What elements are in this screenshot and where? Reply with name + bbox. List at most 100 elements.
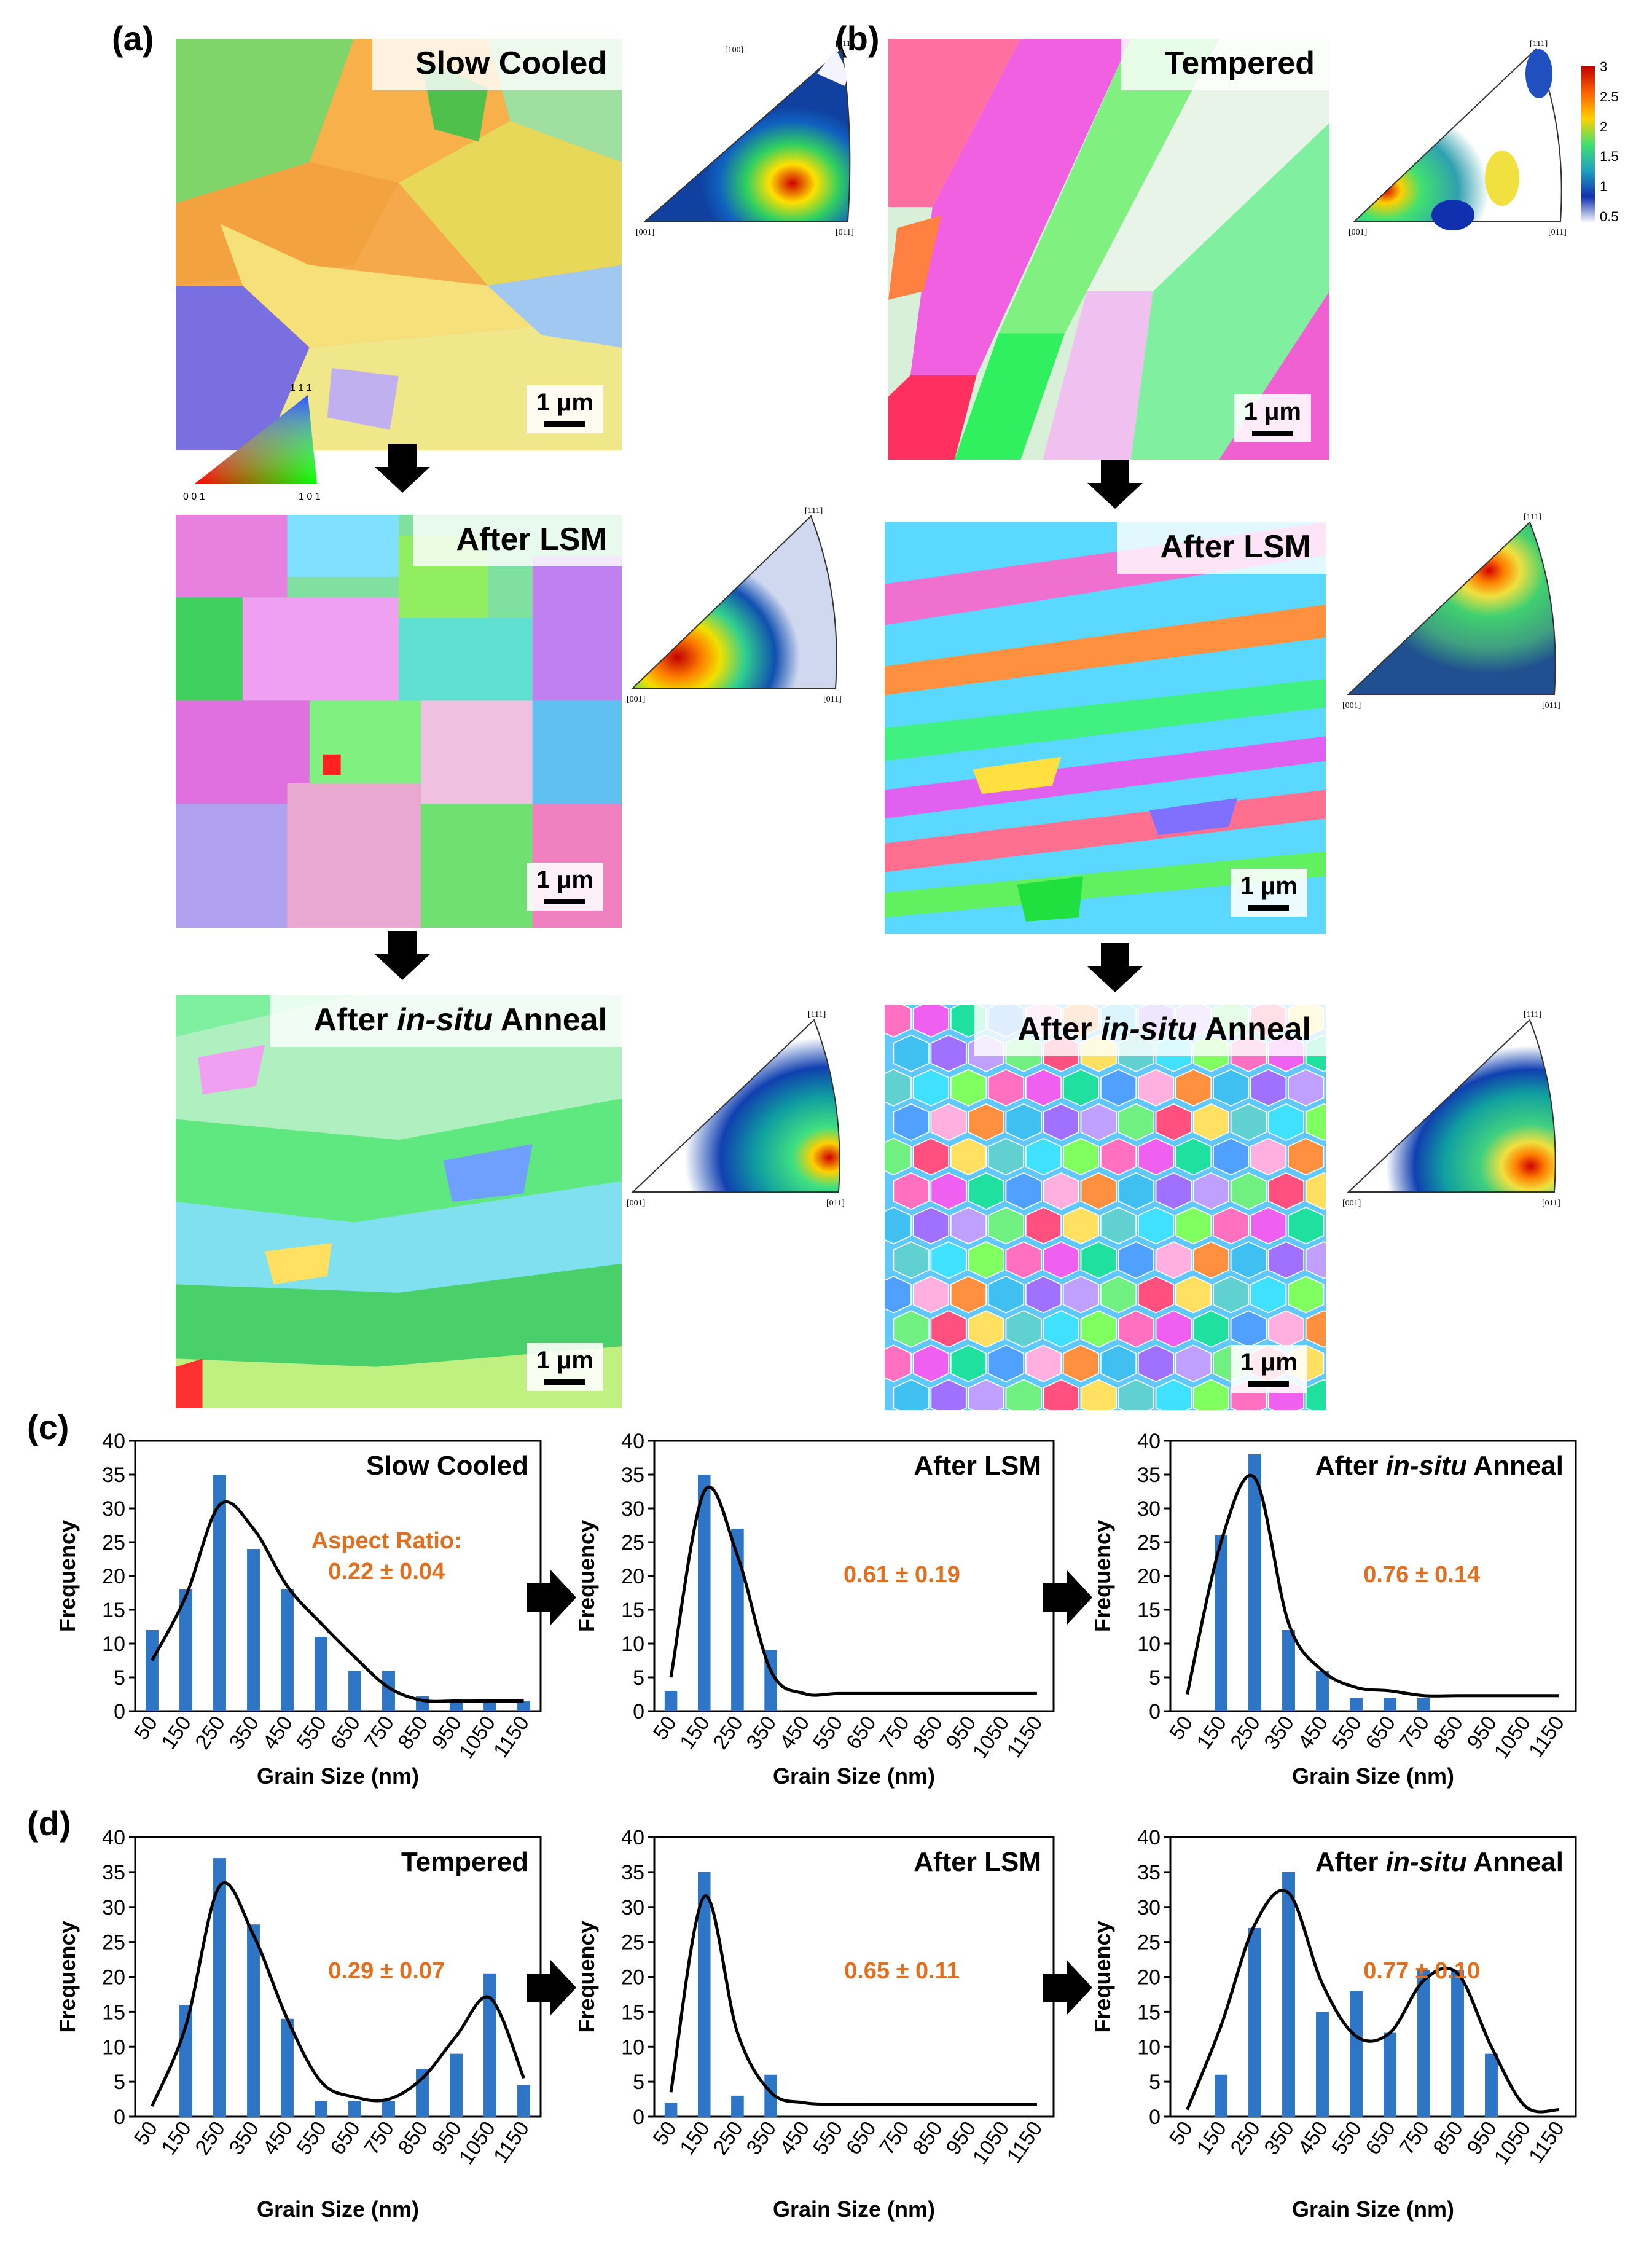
grain bbox=[1175, 1344, 1212, 1382]
ebsd-map-texture bbox=[888, 39, 1329, 460]
y-tick-label: 15 bbox=[102, 1599, 125, 1622]
x-tick-label: 250 bbox=[190, 1712, 230, 1754]
histogram-tempered: 0510152025303540501502503504505506507508… bbox=[55, 1826, 542, 2222]
x-tick-label: 1150 bbox=[1002, 2117, 1047, 2168]
grain bbox=[1213, 1137, 1250, 1176]
colorbar-tick-label: 2 bbox=[1600, 119, 1608, 135]
grain bbox=[1137, 1068, 1175, 1107]
ebsd-map-a-after-anneal: After in-situ Anneal 1 μm bbox=[176, 995, 622, 1408]
x-tick-label: 1050 bbox=[455, 2117, 501, 2169]
histogram-bar bbox=[315, 1637, 327, 1711]
grain bbox=[1305, 1172, 1326, 1210]
grain bbox=[1025, 1137, 1062, 1176]
y-tick-label: 30 bbox=[102, 1896, 125, 1919]
fit-curve bbox=[669, 1485, 1037, 1697]
y-tick-label: 25 bbox=[621, 1531, 644, 1554]
grain bbox=[912, 1344, 950, 1382]
x-tick-label: 150 bbox=[675, 2117, 714, 2159]
grain bbox=[1192, 1241, 1229, 1279]
grain bbox=[950, 1137, 987, 1176]
histogram-bar bbox=[1485, 2053, 1498, 2117]
scale-bar: 1 μm bbox=[1234, 394, 1311, 442]
pole-figure-a-bot: [111] [001] [011] bbox=[627, 1010, 845, 1208]
ebsd-map-texture bbox=[885, 522, 1326, 922]
grain bbox=[1175, 1137, 1212, 1176]
y-tick-label: 40 bbox=[1137, 1430, 1161, 1453]
grain bbox=[1267, 1172, 1304, 1210]
svg-text:[011]: [011] bbox=[826, 1199, 845, 1208]
grain bbox=[1175, 1068, 1212, 1107]
ebsd-map-b-after-lsm: After LSM 1 μm bbox=[885, 522, 1326, 934]
pole-figure-b-mid: [111] [001] [011] bbox=[1342, 512, 1560, 710]
histogram-bar bbox=[1451, 1970, 1464, 2117]
ebsd-map-tempered: Tempered 1 μm bbox=[888, 39, 1329, 460]
grain bbox=[1155, 1103, 1192, 1142]
x-tick-label: 250 bbox=[708, 1712, 748, 1754]
histogram-bar bbox=[1215, 2074, 1227, 2117]
y-tick-label: 0 bbox=[114, 2106, 125, 2129]
histogram-a-after-anneal: 0510152025303540501502503504505506507508… bbox=[1090, 1430, 1577, 1789]
grain bbox=[1118, 1103, 1154, 1142]
svg-text:[011]: [011] bbox=[1542, 1199, 1560, 1208]
fit-curve bbox=[669, 1894, 1037, 2106]
y-tick-label: 40 bbox=[621, 1430, 644, 1453]
scale-bar: 1 μm bbox=[526, 1343, 603, 1391]
x-tick-label: 350 bbox=[742, 1712, 781, 1754]
grain bbox=[930, 1310, 967, 1348]
svg-text:[111]: [111] bbox=[808, 1010, 826, 1019]
grain bbox=[1155, 1379, 1192, 1410]
grain bbox=[930, 1172, 967, 1210]
grain bbox=[885, 1207, 912, 1245]
grain bbox=[950, 1068, 987, 1107]
x-tick-label: 1050 bbox=[455, 1712, 501, 1763]
x-tick-label: 150 bbox=[675, 1712, 714, 1754]
x-tick-label: 550 bbox=[292, 1712, 331, 1754]
grain bbox=[1213, 1068, 1250, 1107]
x-tick-label: 1050 bbox=[1490, 2117, 1536, 2169]
y-tick-label: 35 bbox=[102, 1861, 125, 1884]
down-arrow-icon bbox=[1087, 943, 1143, 992]
y-tick-label: 10 bbox=[621, 1633, 644, 1656]
histogram-bar bbox=[1316, 2012, 1329, 2117]
grain bbox=[1137, 1276, 1175, 1314]
grain bbox=[987, 1344, 1025, 1382]
svg-text:[111]: [111] bbox=[836, 39, 853, 49]
svg-text:[111]: [111] bbox=[1524, 1010, 1541, 1019]
histogram-bar bbox=[764, 2074, 777, 2117]
chart-title: Slow Cooled bbox=[366, 1451, 528, 1481]
x-tick-label: 750 bbox=[875, 2117, 914, 2159]
y-tick-label: 25 bbox=[102, 1531, 125, 1554]
histogram-bar bbox=[213, 1475, 226, 1711]
pole-figure-a-top: [100] [111] [001] [011] bbox=[636, 39, 854, 237]
x-tick-label: 150 bbox=[1192, 1712, 1231, 1754]
colorbar-tick-label: 1.5 bbox=[1600, 149, 1619, 165]
grain bbox=[1005, 1103, 1042, 1142]
grain bbox=[1137, 1137, 1175, 1176]
grain bbox=[885, 1344, 912, 1382]
ipf-key-right-label: 1 0 1 bbox=[299, 492, 321, 502]
grain bbox=[1062, 1068, 1100, 1107]
down-arrow-icon bbox=[1087, 460, 1143, 509]
scale-bar: 1 μm bbox=[526, 385, 603, 433]
x-tick-label: 150 bbox=[157, 1712, 196, 1754]
y-tick-label: 30 bbox=[1137, 1896, 1161, 1919]
y-tick-label: 40 bbox=[102, 1826, 125, 1849]
histogram-bar bbox=[1248, 1927, 1261, 2117]
right-arrow-icon bbox=[527, 1570, 576, 1625]
svg-text:[001]: [001] bbox=[627, 695, 645, 704]
grain bbox=[987, 1276, 1025, 1314]
histogram-bar bbox=[664, 1691, 678, 1711]
grain bbox=[1288, 1276, 1325, 1314]
histogram-bar bbox=[1384, 1698, 1396, 1711]
y-axis-label: Frequency bbox=[574, 1921, 599, 2032]
grain bbox=[1025, 1068, 1062, 1107]
grain bbox=[1288, 1137, 1325, 1176]
y-tick-label: 25 bbox=[1137, 1531, 1161, 1554]
scale-bar: 1 μm bbox=[526, 863, 603, 911]
grain bbox=[1137, 1207, 1175, 1245]
histogram-bar bbox=[281, 1589, 294, 1711]
aspect-ratio-value: 0.65 ± 0.11 bbox=[844, 1958, 960, 1984]
y-tick-label: 0 bbox=[633, 2106, 644, 2129]
svg-text:[111]: [111] bbox=[1524, 512, 1541, 522]
right-arrow-icon bbox=[527, 1960, 576, 2015]
